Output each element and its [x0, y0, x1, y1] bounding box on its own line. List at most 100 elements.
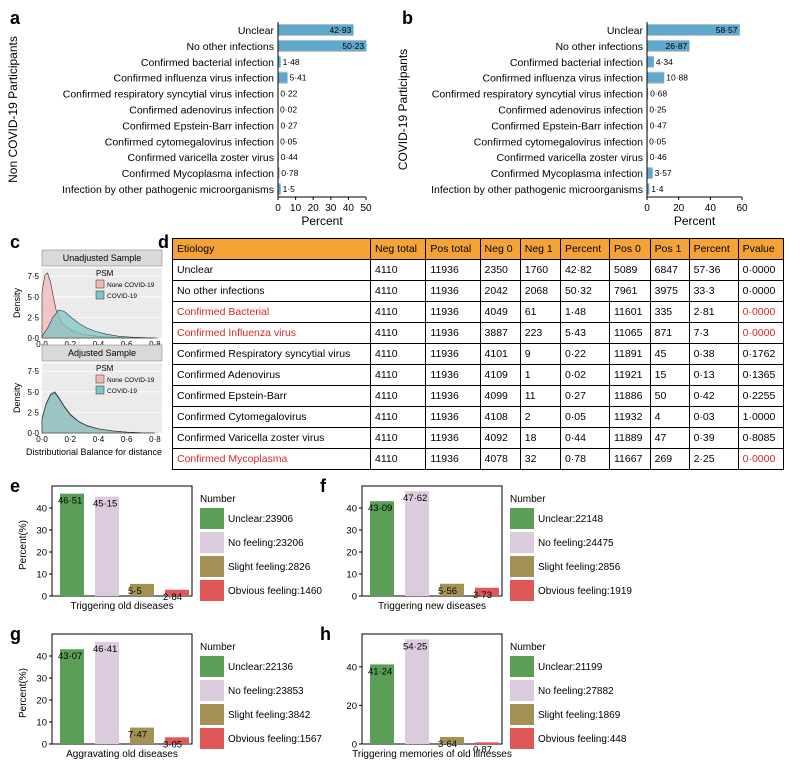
x-tick-label: 60: [736, 203, 748, 214]
x-tick-label: 0·0: [36, 340, 48, 349]
value-label: 0·46: [650, 152, 667, 162]
bar-a-10: [278, 184, 281, 195]
legend-title: Number: [510, 642, 546, 653]
x-tick-label: 0: [644, 203, 650, 214]
table-cell: 4110: [369, 364, 427, 386]
table-cell: 15: [649, 364, 690, 386]
legend-swatch: [510, 728, 534, 749]
table-row: Confirmed Bacterial 4110 11936 4049 61 1·48 11…: [172, 301, 785, 323]
bar-a-2: [278, 56, 281, 67]
table-cell: 9: [519, 343, 561, 365]
y-tick-label: 0: [42, 740, 47, 751]
table-cell: 4110: [369, 427, 427, 449]
table-cell: 11936: [425, 385, 481, 407]
table-cell: 11936: [425, 301, 481, 323]
x-tick-label: 0·8: [149, 340, 161, 349]
table-cell: 11921: [609, 364, 651, 386]
table-row: Confirmed Varicella zoster virus 4110 1193…: [172, 427, 785, 449]
table-cell: 5089: [609, 259, 651, 281]
legend-swatch: [510, 556, 534, 577]
x-tick-label: 20: [308, 203, 320, 214]
category-label: Confirmed Epstein-Barr infection: [122, 120, 274, 132]
y-tick-label: 0·0: [27, 334, 39, 343]
table-cell: 0·44: [559, 427, 611, 449]
table-cell: 0·22: [559, 343, 611, 365]
y-axis-title: Density: [12, 287, 22, 318]
x-axis-title: Distributional Balance for distance: [26, 447, 162, 457]
density-covid: [41, 309, 158, 339]
legend-label: COVID-19: [107, 388, 137, 395]
value-label: 5·41: [290, 73, 307, 83]
x-tick-label: 30: [325, 203, 337, 214]
facet-strip: [41, 249, 163, 267]
y-tick-label: 20: [346, 701, 357, 712]
table-cell: 0·2255: [737, 385, 785, 407]
legend-label: Unclear:22148: [538, 514, 603, 525]
category-label: Infection by other pathogenic microorgan…: [431, 184, 643, 196]
table-cell: 11065: [609, 322, 651, 344]
value-label: 43·09: [368, 503, 392, 514]
table-cell: 0·03: [688, 406, 739, 428]
x-axis-title: Percent: [301, 214, 343, 228]
facet-title: Adjusted Sample: [68, 348, 136, 358]
table-cell: 0·8085: [737, 427, 785, 449]
x-tick-label: 0·6: [121, 340, 133, 349]
etiology-cell: Unclear: [172, 259, 371, 281]
value-label: 0·27: [280, 120, 297, 130]
category-label: Confirmed varicella zoster virus: [128, 152, 274, 164]
etiology-cell: Confirmed Cytomegalovirus: [172, 406, 371, 428]
y-tick-label: 0: [352, 592, 357, 603]
table-cell: 4110: [369, 448, 427, 470]
bar-h-3: [475, 742, 499, 744]
panel-letter-b: b: [402, 8, 413, 28]
table-cell: 0·13: [688, 364, 739, 386]
facet-strip: [41, 344, 163, 362]
category-label: Confirmed influenza virus infection: [483, 73, 644, 85]
legend-swatch: [510, 580, 534, 601]
table-cell: 11936: [425, 280, 481, 302]
etiology-table: Etiology Neg total Pos total Neg 0 Neg 1 Perc…: [172, 238, 785, 470]
column-header: Percent: [688, 238, 739, 260]
legend-title: Number: [510, 494, 546, 505]
etiology-cell: Confirmed Mycoplasma: [172, 448, 371, 470]
value-label: 0·68: [650, 89, 667, 99]
panel-a-hbar-chart: a Unclear 42·93 No other infections 50·23 Con…: [6, 8, 372, 228]
bar-a-1: [278, 40, 367, 51]
table-cell: 2042: [479, 280, 521, 302]
column-header: Pos 0: [609, 238, 651, 260]
table-cell: 0·78: [559, 448, 611, 470]
legend-label: No feeling:27882: [538, 686, 614, 697]
table-cell: 0·0000: [737, 301, 785, 323]
x-tick-label: 0·4: [93, 435, 105, 444]
bar-g-0: [60, 649, 84, 744]
panel-c-density-plots: c d Unadjusted Sample 0·0 2·5 5·0 7·5 0·0 0·2 0·4…: [10, 232, 169, 457]
table-cell: 4099: [479, 385, 521, 407]
table-cell: 4109: [479, 364, 521, 386]
x-tick-label: 20: [673, 203, 685, 214]
y-tick-label: 40: [36, 504, 47, 515]
legend-swatch: [95, 385, 105, 395]
panel-letter-e: e: [10, 476, 20, 496]
value-label: 1·5: [283, 184, 296, 194]
value-label: 0·05: [280, 136, 297, 146]
bar-b-2: [647, 56, 654, 67]
table-cell: 0·39: [688, 427, 739, 449]
table-cell: 4108: [479, 406, 521, 428]
table-cell: 2: [519, 406, 561, 428]
value-label: 4·34: [656, 57, 673, 67]
y-tick-label: 5·0: [27, 293, 39, 302]
legend-label: Obvious feeling:1919: [538, 586, 632, 597]
table-cell: 4110: [369, 259, 427, 281]
plot-frame: [51, 485, 193, 597]
table-cell: 32: [519, 448, 561, 470]
bar-a-0: [278, 24, 354, 35]
legend-swatch: [510, 704, 534, 725]
table-cell: 871: [649, 322, 690, 344]
table-cell: 0·0000: [737, 259, 785, 281]
density-covid: [41, 392, 155, 434]
table-row: Confirmed Epstein-Barr 4110 11936 4099 11 0·2…: [172, 385, 785, 407]
legend-swatch: [200, 508, 224, 529]
x-tick-label: 0·6: [121, 435, 133, 444]
category-label: No other infections: [555, 41, 643, 53]
table-cell: 0·27: [559, 385, 611, 407]
